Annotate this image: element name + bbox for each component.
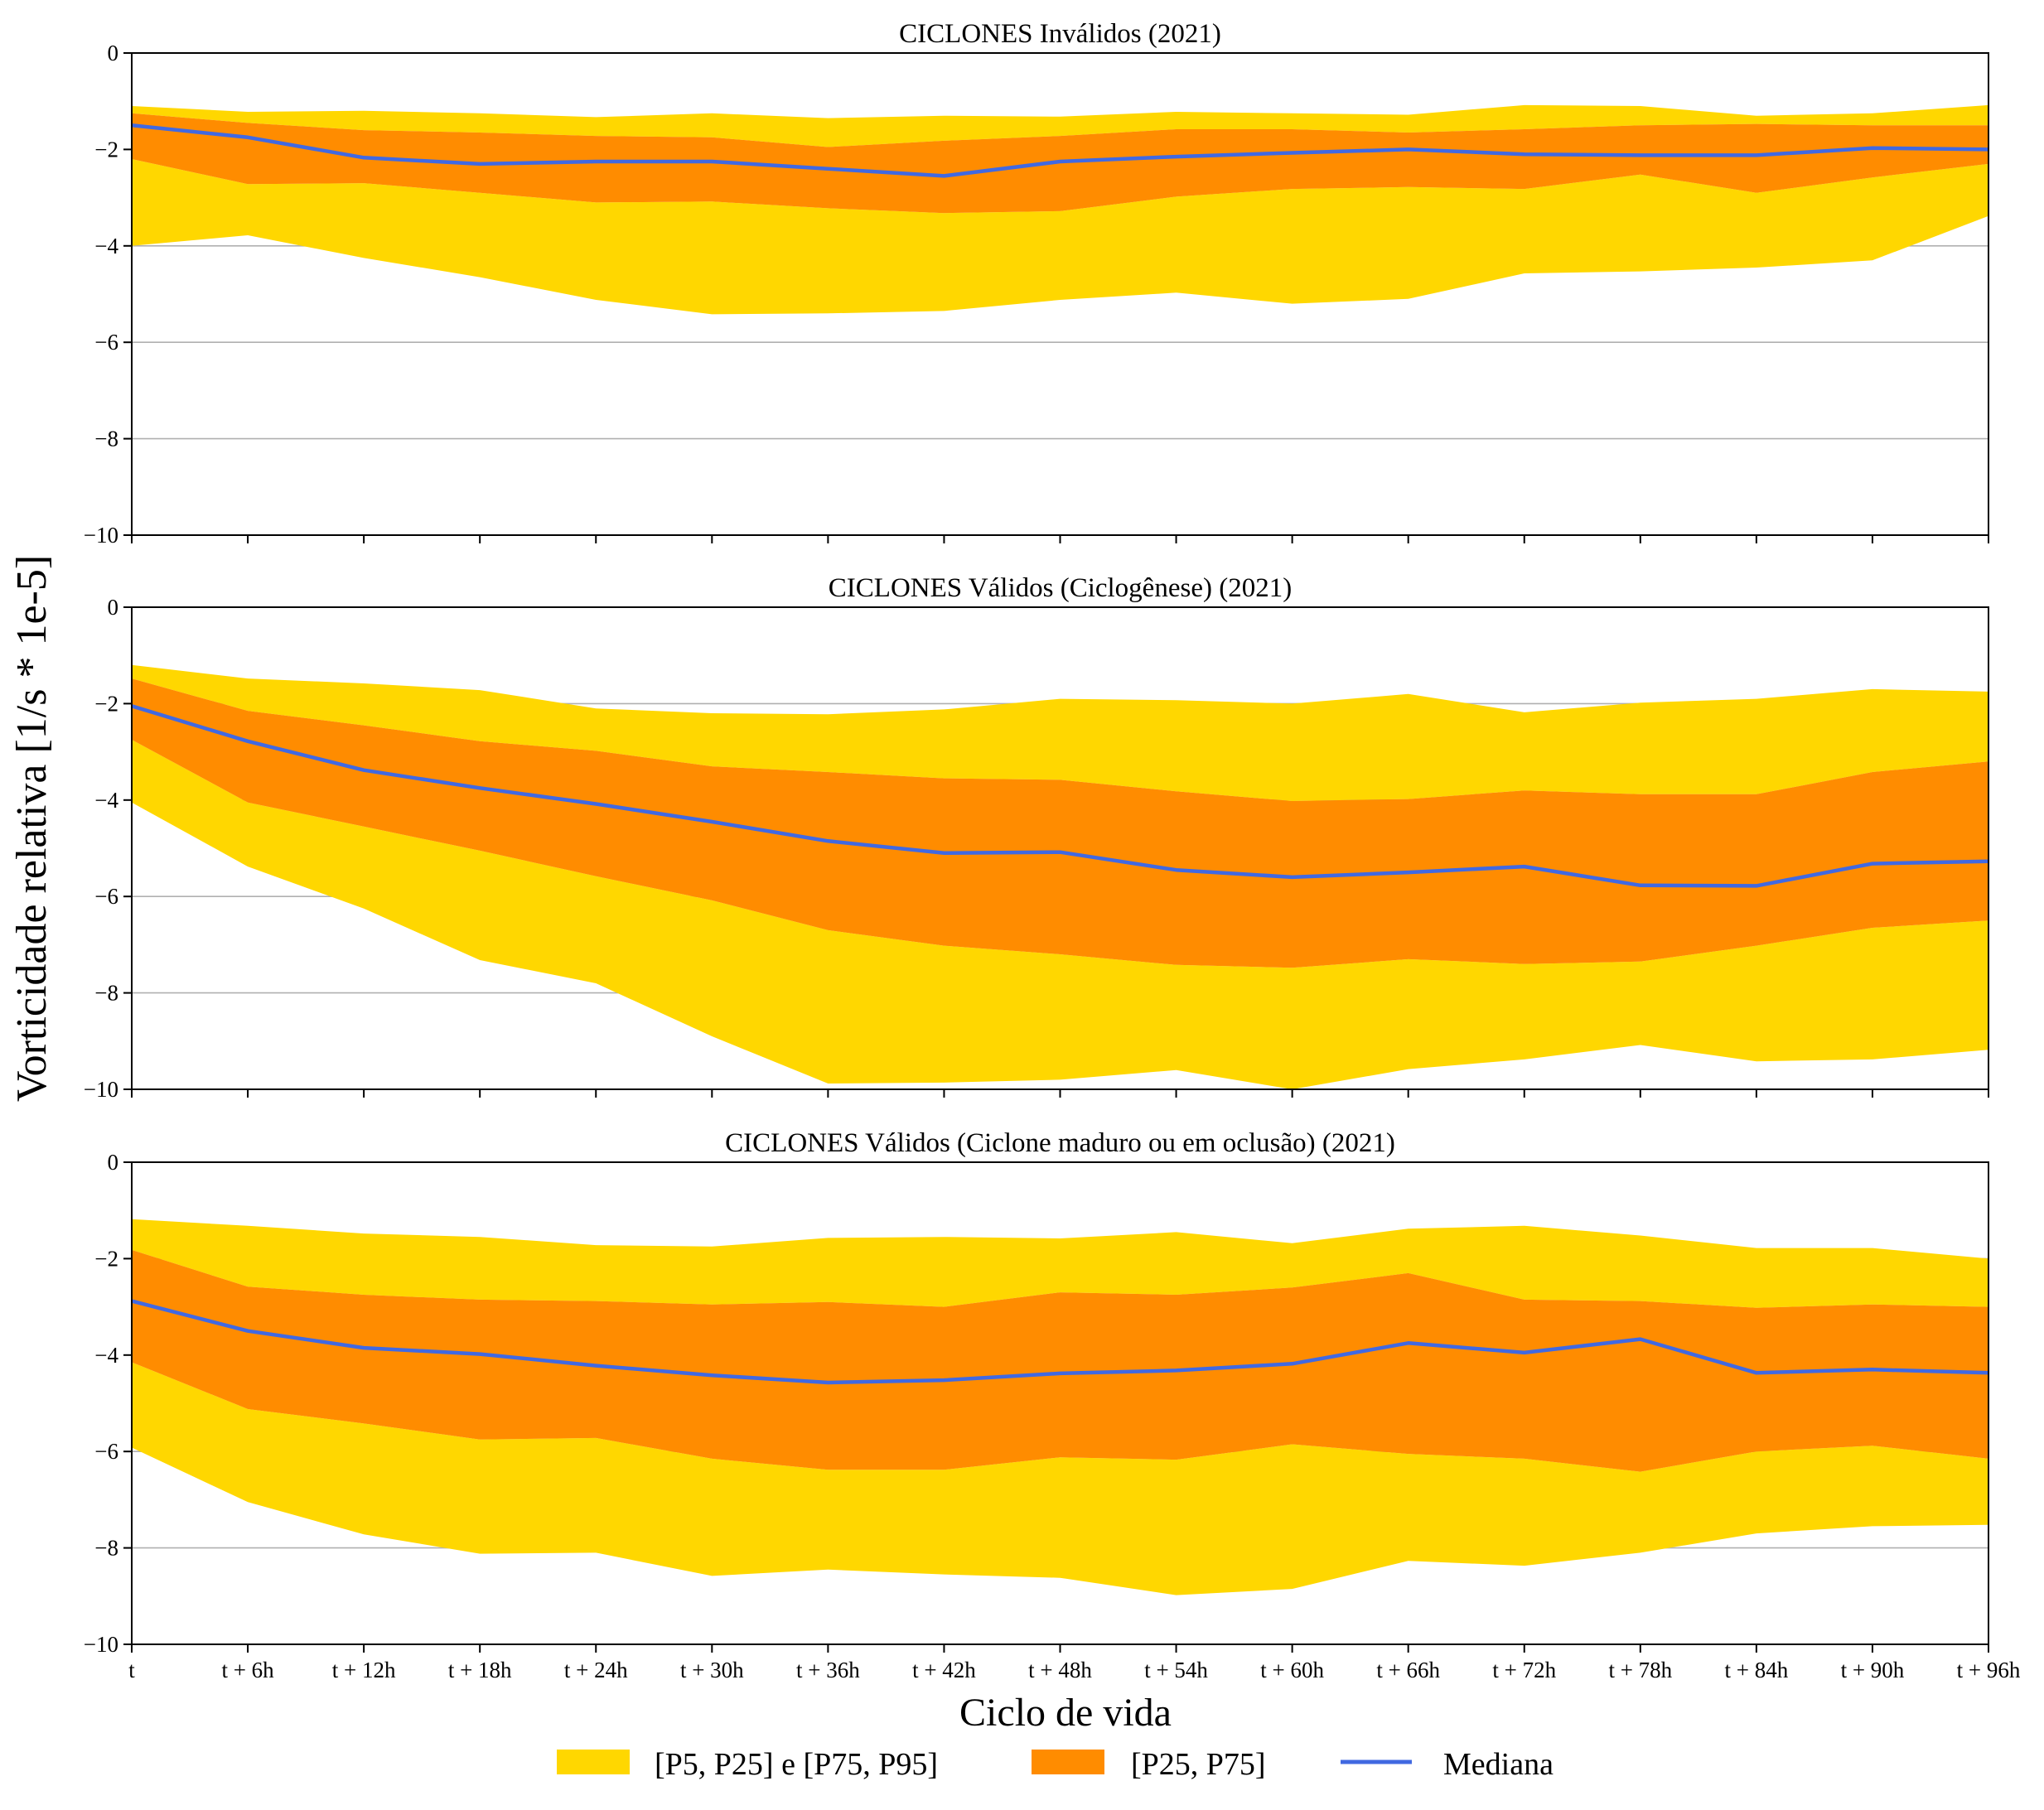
- band-p5-p25: [132, 1362, 1988, 1595]
- y-tick-label: −6: [94, 884, 118, 909]
- chart-title: CICLONES Válidos (Ciclone maduro ou em o…: [725, 1128, 1395, 1158]
- y-axis-label: Vorticidade relativa [1/s * 1e-5]: [8, 555, 56, 1102]
- y-tick-label: −4: [94, 234, 118, 258]
- legend-label-outer: [P5, P25] e [P75, P95]: [655, 1747, 938, 1782]
- x-tick-label: t + 60h: [1260, 1658, 1324, 1682]
- x-tick-label: t + 24h: [564, 1658, 628, 1682]
- plot-area: [132, 104, 1988, 315]
- x-tick-label: t + 66h: [1376, 1658, 1440, 1682]
- chart-title: CICLONES Válidos (Ciclogênese) (2021): [829, 573, 1292, 603]
- legend-swatch-inner: [1032, 1750, 1104, 1774]
- legend-swatch-outer: [557, 1750, 630, 1774]
- plot-area: [132, 664, 1988, 1089]
- y-tick-label: −10: [84, 1077, 118, 1102]
- y-tick-label: −8: [94, 981, 118, 1006]
- x-tick-label: t + 72h: [1492, 1658, 1556, 1682]
- band-p25-p75: [132, 1249, 1988, 1472]
- band-p75-p95: [132, 664, 1988, 801]
- y-tick-label: −10: [84, 523, 118, 548]
- band-p25-p75: [132, 678, 1988, 968]
- legend-label-inner: [P25, P75]: [1131, 1747, 1266, 1782]
- y-tick-label: −4: [94, 788, 118, 813]
- band-p5-p25: [132, 159, 1988, 315]
- band-p75-p95: [132, 1219, 1988, 1308]
- x-tick-label: t + 90h: [1841, 1658, 1905, 1682]
- legend-label-median: Mediana: [1443, 1747, 1554, 1782]
- legend: [P5, P25] e [P75, P95] [P25, P75] Median…: [557, 1747, 1554, 1782]
- plot-area: [132, 1219, 1988, 1595]
- y-tick-label: 0: [108, 41, 119, 65]
- x-tick-label: t + 48h: [1028, 1658, 1092, 1682]
- x-tick-label: t + 84h: [1725, 1658, 1789, 1682]
- x-tick-label: t + 36h: [796, 1658, 860, 1682]
- band-p75-p95: [132, 104, 1988, 147]
- x-tick-label: t + 12h: [332, 1658, 396, 1682]
- y-tick-label: −4: [94, 1343, 118, 1368]
- y-tick-label: −10: [84, 1632, 118, 1657]
- x-tick-label: t + 54h: [1144, 1658, 1208, 1682]
- y-tick-label: −2: [94, 691, 118, 716]
- x-axis-label: Ciclo de vida: [959, 1691, 1172, 1735]
- chart-title: CICLONES Inválidos (2021): [899, 19, 1221, 49]
- x-tick-label: t + 42h: [912, 1658, 976, 1682]
- panels: 0 −2 −4 −6 −8 −10 CICLONES Inválidos (2021) 0 −2…: [84, 19, 2021, 1682]
- median-line: [132, 704, 1988, 888]
- x-tick-label: t + 6h: [221, 1658, 274, 1682]
- y-tick-label: −2: [94, 137, 118, 162]
- y-tick-label: −8: [94, 1536, 118, 1561]
- band-p5-p25: [132, 740, 1988, 1089]
- y-tick-label: 0: [108, 1150, 119, 1175]
- y-tick-label: −6: [94, 1439, 118, 1464]
- y-tick-label: −6: [94, 330, 118, 355]
- x-tick-label: t + 30h: [680, 1658, 744, 1682]
- chart-panel-1: 0 −2 −4 −6 −8 −10 CICLONES Inválidos (2021): [84, 19, 1989, 548]
- y-tick-label: −2: [94, 1246, 118, 1271]
- y-tick-label: −8: [94, 427, 118, 451]
- median-line: [132, 123, 1988, 178]
- x-tick-label: t: [128, 1658, 135, 1682]
- chart-panel-3: 0 −2 −4 −6 −8 −10 t t + 6h t + 12h t + 18h t + 24h…: [84, 1128, 2021, 1682]
- y-tick-label: 0: [108, 595, 119, 620]
- x-tick-label: t + 96h: [1957, 1658, 2021, 1682]
- x-tick-label: t + 18h: [448, 1658, 512, 1682]
- chart-panel-2: 0 −2 −4 −6 −8 −10 CICLONES Válidos (Ciclogênes…: [84, 573, 1989, 1102]
- median-line: [132, 1299, 1988, 1385]
- x-tick-label: t + 78h: [1608, 1658, 1672, 1682]
